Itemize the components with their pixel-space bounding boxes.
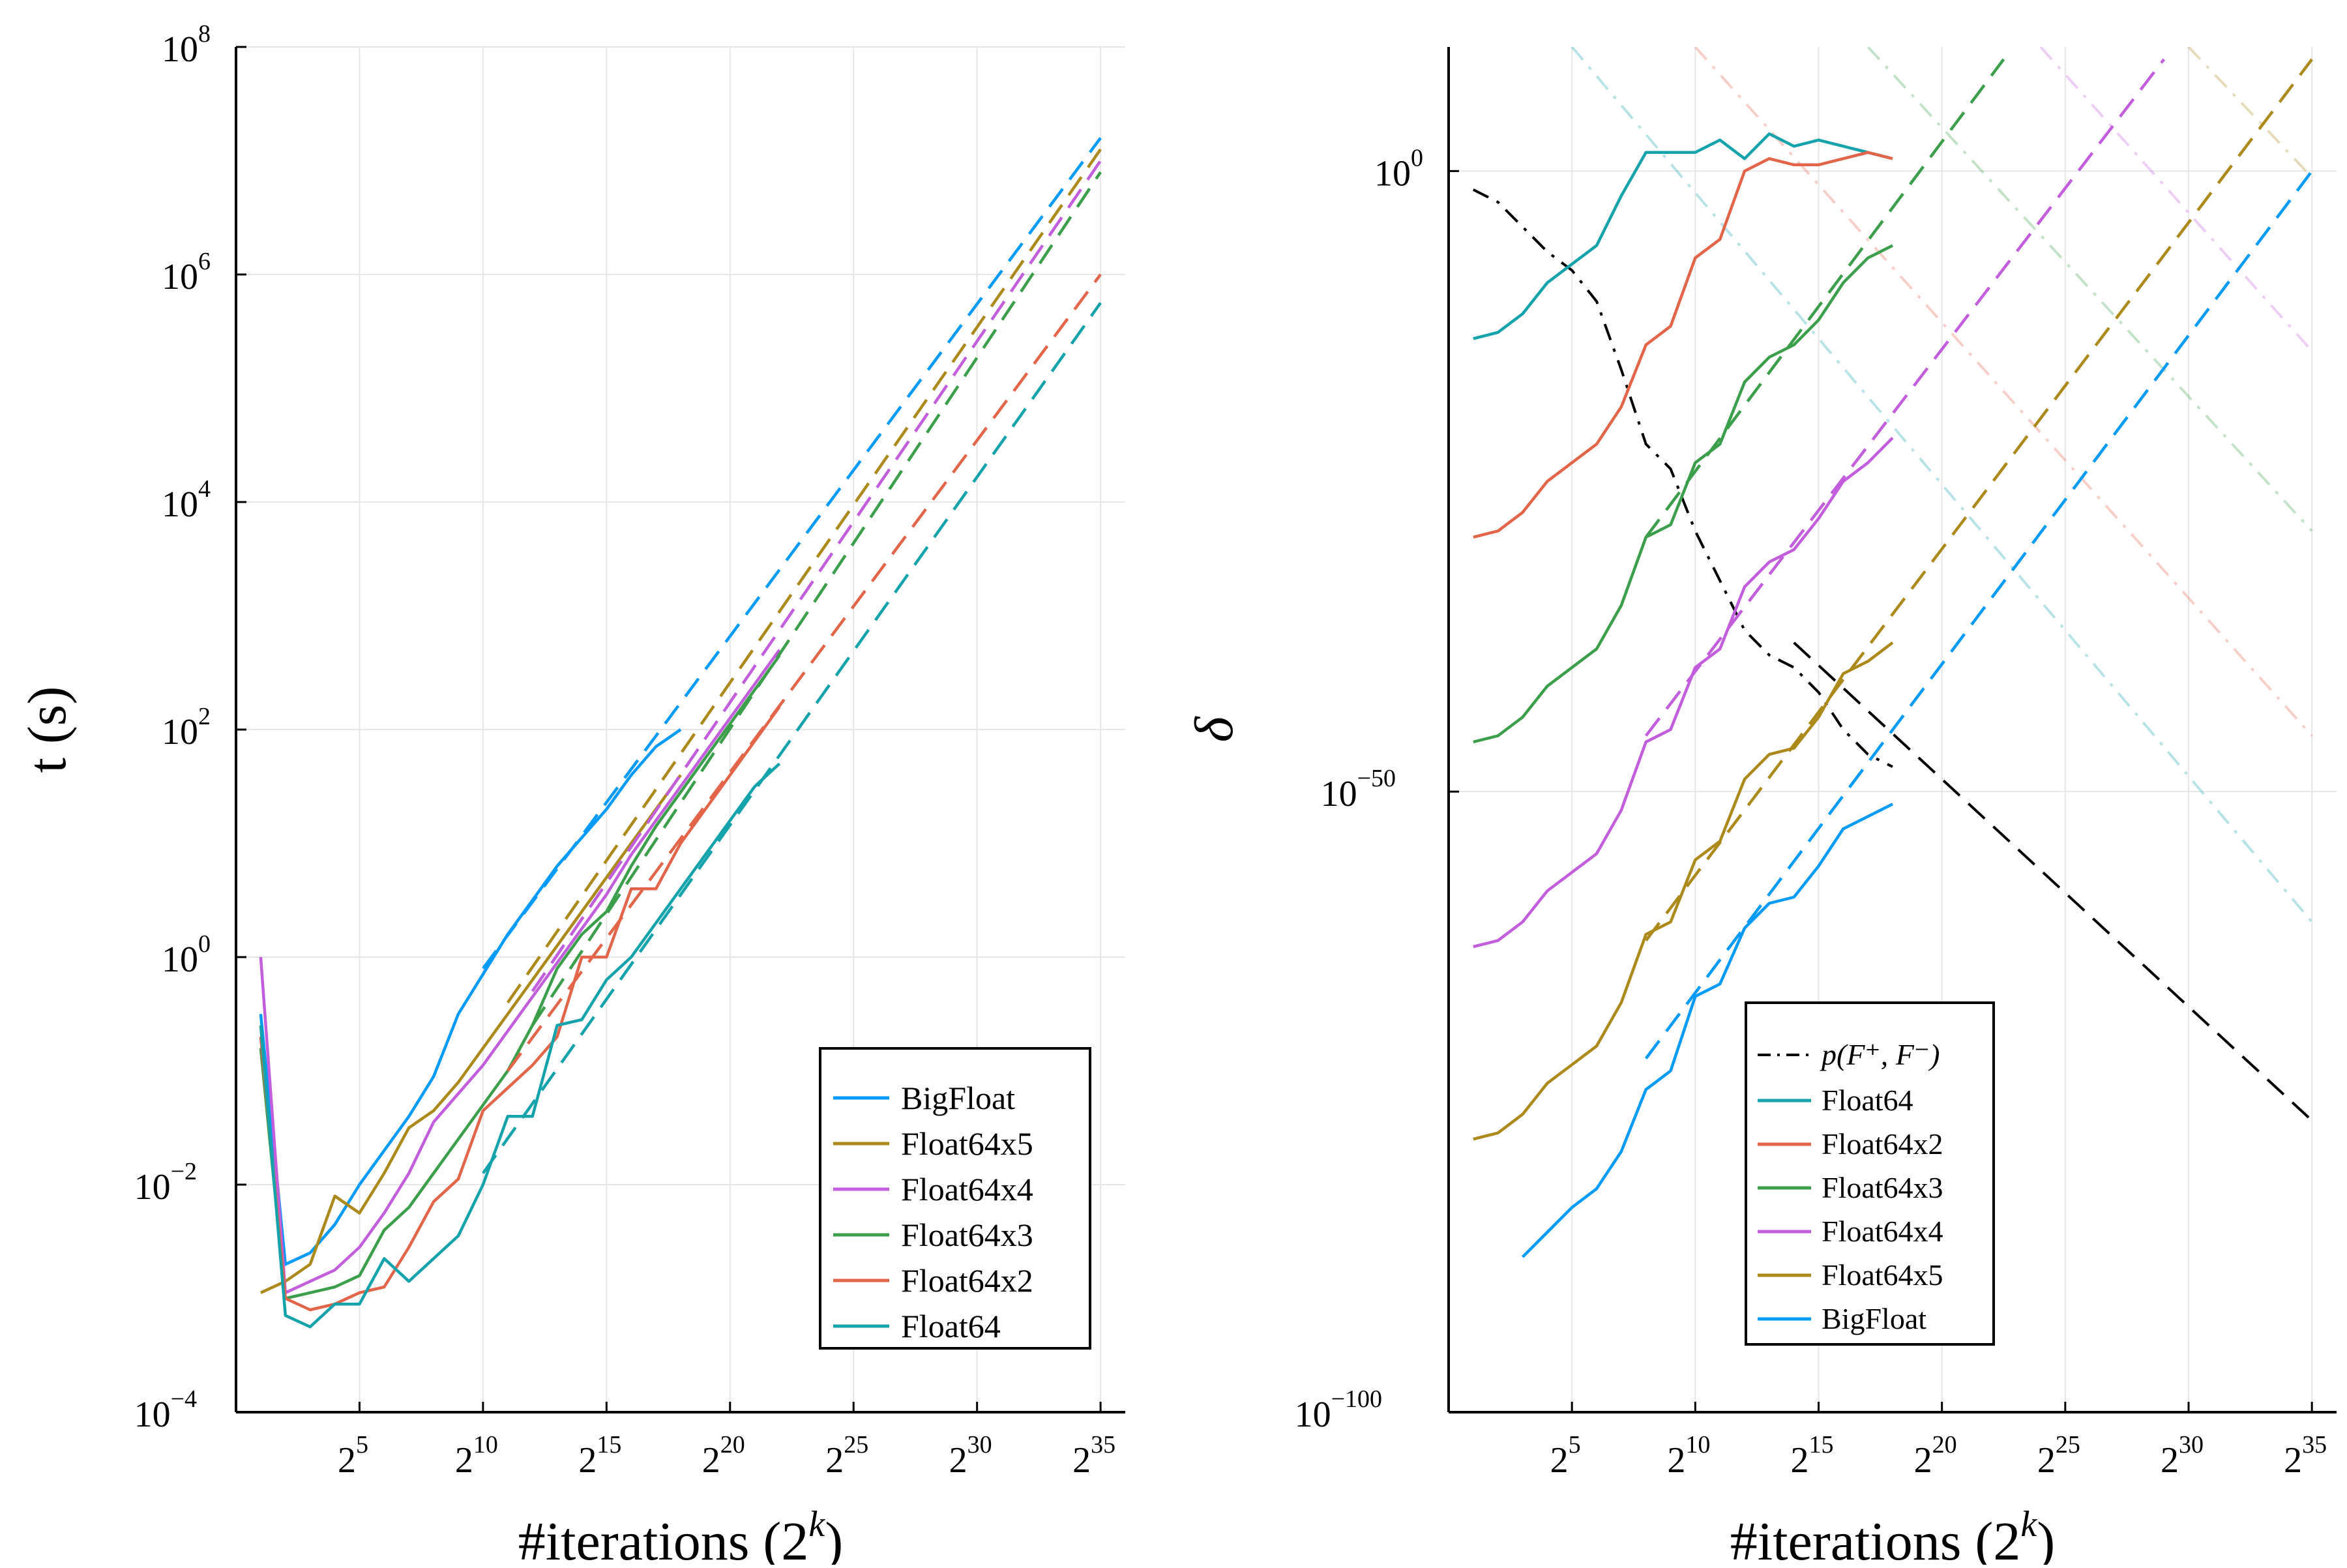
fade-line-Float64x4 [2039,47,2313,352]
fit-line-Float64x4 [531,160,1102,992]
panel-2: 25 210 215 220 225 230 235 100 10−50 10−100 #itera… [1184,47,2337,1568]
y-axis-title: δ [1184,716,1245,743]
legend-label: Float64x5 [901,1125,1033,1162]
series-line-Float64x3 [259,655,781,1300]
legend-label: Float64x3 [901,1217,1033,1253]
legend-label: p(F⁺, F⁻) [1820,1038,1940,1071]
x-tick-label: 230 [2161,1431,2204,1481]
plot-area [259,137,1102,1329]
fit-line-Float64x5 [506,148,1102,1004]
fit-line-Float64x3 [1644,58,2005,539]
x-tick-label: 220 [702,1431,745,1481]
fade-line-Float64x5 [2187,47,2313,179]
y-tick-label: 108 [162,20,211,70]
fit-line-BigFloat [1644,170,2313,1059]
fit-line-Float64x5 [1644,58,2313,941]
x-tick-label: 220 [1914,1431,1957,1481]
reference-line [1472,188,1893,768]
fade-line-Float64x2 [1694,47,2313,737]
legend-label: Float64 [901,1308,1001,1344]
legend-label: Float64x4 [1822,1215,1943,1248]
legend: p(F⁺, F⁻) Float64 Float64x2 Float64x3 Float6… [1745,1001,1995,1346]
x-tick-label: 235 [2284,1431,2327,1481]
series-line-Float64x3 [1473,244,1894,744]
series-line-Float64 [259,762,781,1329]
panel-1: 25 210 215 220 225 230 235 108 106 104 102 100 10−2 1… [17,20,1125,1568]
legend-box [1745,1001,1995,1346]
legend-label: Float64x2 [901,1262,1033,1299]
x-tick-label: 25 [1550,1431,1581,1481]
fit-line-Float64 [482,302,1102,1174]
x-tick-label: 225 [825,1431,868,1481]
y-tick-label: 100 [162,930,211,980]
legend-label: Float64x3 [1822,1171,1943,1204]
legend-label: BigFloat [901,1080,1015,1116]
x-tick-label: 230 [949,1431,992,1481]
y-axis-title: t (s) [17,687,78,773]
legend-label: BigFloat [1822,1302,1926,1335]
plot-area [1472,47,2313,1258]
series-line-Float64x2 [259,705,781,1312]
x-axis-title: #iterations (2k) [518,1504,843,1565]
series-line-Float64 [1473,132,1893,340]
legend-label: Float64x2 [1822,1127,1943,1161]
y-tick-label: 104 [162,475,211,525]
x-tick-label: 215 [1791,1431,1834,1481]
series-line-Float64x2 [1473,151,1893,539]
x-axis-title: #iterations (2k) [1730,1504,2055,1565]
y-tick-label: 106 [162,248,211,297]
series-line-Float64x4 [259,649,781,1295]
x-tick-label: 25 [338,1431,368,1481]
fade-line-Float64x3 [1867,47,2313,532]
y-tick-label: 10−50 [1321,765,1396,814]
fit-line-BigFloat [482,137,1102,969]
x-tick-label: 235 [1072,1431,1115,1481]
series-line-Float64x5 [1473,641,1894,1141]
x-tick-label: 215 [578,1431,621,1481]
fit-line-Float64x3 [531,171,1102,1026]
legend-label: Float64x4 [901,1171,1033,1207]
x-tick-label: 210 [1667,1431,1710,1481]
series-line-BigFloat [1521,803,1894,1258]
y-tick-label: 10−4 [134,1385,197,1435]
fit-line-Float64x4 [1644,58,2165,737]
x-tick-label: 210 [455,1431,498,1481]
legend: BigFloat Float64x5 Float64x4 Float64x3 Float… [819,1047,1091,1350]
reference-fit-line [1793,642,2313,1122]
x-tick-label: 225 [2037,1431,2080,1481]
fit-line-Float64x2 [506,273,1102,1072]
y-tick-label: 102 [162,703,211,752]
series-line-BigFloat [259,728,682,1266]
y-tick-label: 10−100 [1295,1385,1382,1435]
legend-label: Float64 [1822,1084,1913,1117]
y-tick-label: 10−2 [134,1158,197,1207]
series-line-Float64x5 [259,774,682,1294]
y-tick-label: 100 [1374,144,1423,194]
legend-label: Float64x5 [1822,1258,1943,1292]
series-line-Float64x4 [1473,437,1894,949]
